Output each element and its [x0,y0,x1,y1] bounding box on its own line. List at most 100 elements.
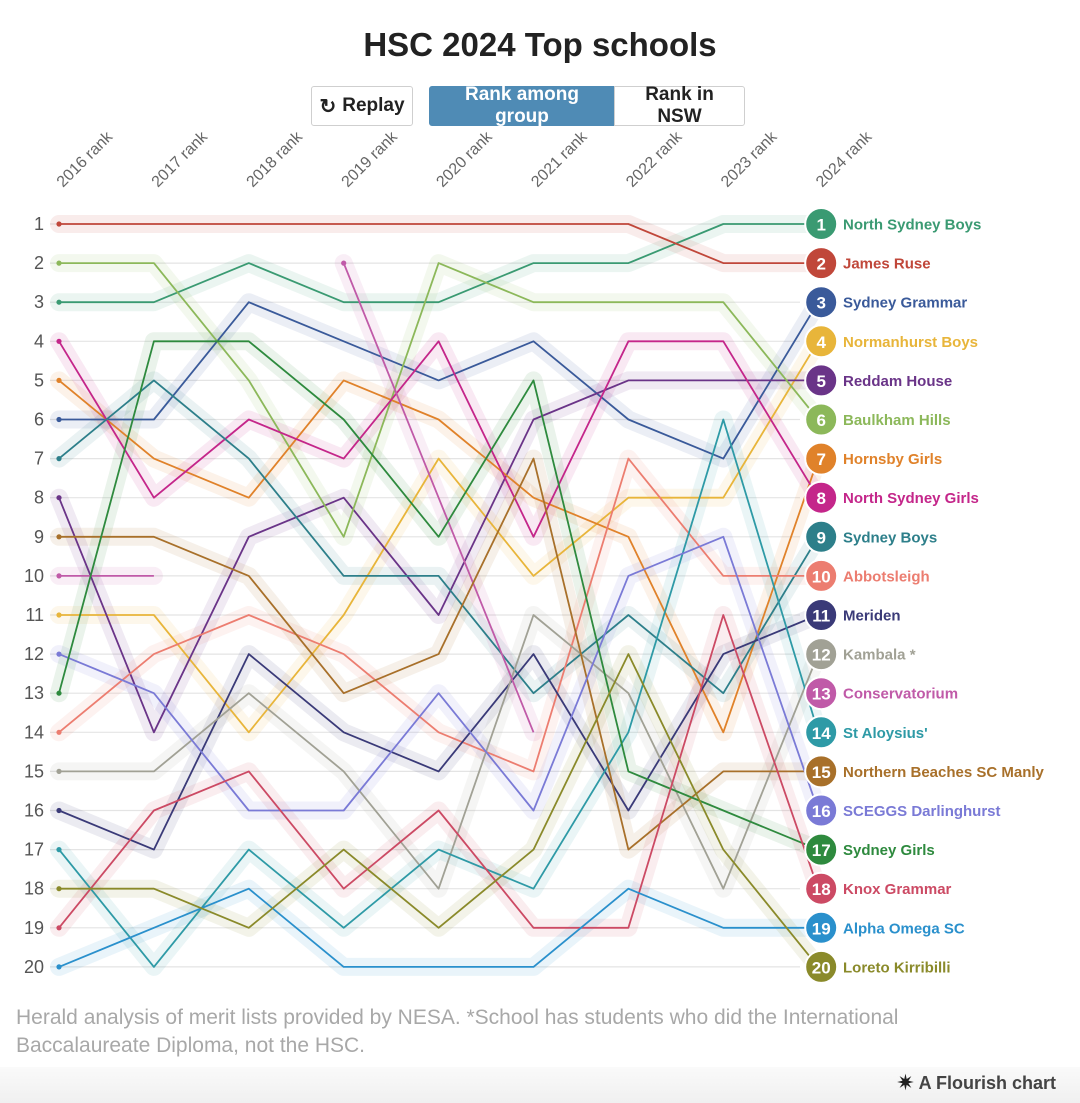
rank-badge [804,207,839,241]
rank-badge-number: 7 [816,450,825,469]
flourish-credit[interactable]: ✷ A Flourish chart [896,1070,1056,1096]
series-start-dot [56,612,62,618]
series-start-dot [56,886,62,892]
series-start-dot [56,377,62,383]
x-axis-labels: 2016 rank 2017 rank 2018 rank 2019 rank 2020… [54,130,876,191]
series-label: Alpha Omega SC [843,920,965,937]
y-tick-label: 18 [24,879,44,899]
rank-badge [804,363,839,398]
series-line [58,887,819,968]
rank-badge-number: 2 [816,255,825,274]
rank-badge-number: 1 [816,216,825,235]
rank-badge-number: 9 [816,528,825,547]
series-label: Meriden [843,608,901,625]
series-start-dot [56,221,62,227]
series-line [58,614,820,929]
x-tick-label: 2024 rank [813,130,876,191]
series-label: Northern Beaches SC Manly [843,764,1045,781]
tab-rank-in-nsw[interactable]: Rank in NSW [614,84,745,127]
rank-badge-number: 14 [812,724,831,743]
rank-badge [804,519,839,554]
rank-badge-number: 8 [816,489,825,508]
rank-badge-number: 11 [812,607,830,626]
series-label: Abbotsleigh [843,568,930,585]
rank-badge [804,754,839,789]
rank-badge [804,676,839,711]
y-tick-label: 1 [34,214,44,234]
rank-badge [804,832,839,867]
rank-badge-number: 16 [812,802,831,821]
rank-badge-number: 18 [812,880,831,899]
series-start-dot [341,260,347,266]
rank-badge-number: 6 [816,411,825,430]
series-label: Kambala * [843,647,916,664]
series-line [58,457,819,773]
y-tick-label: 12 [24,644,44,664]
y-tick-label: 19 [24,918,44,938]
series-start-dot [56,573,62,579]
series-line [58,379,819,695]
chart-controls: ↻ Replay Rank among group Rank in NSW [0,84,1080,130]
series-line [58,614,819,851]
rank-badge [804,324,839,359]
rank-badge-number: 12 [812,646,831,665]
rank-badge-number: 17 [812,841,831,860]
series-label: Conservatorium [843,686,958,703]
series-legend: 1 North Sydney Boys 2 James Ruse 3 Sydney Gra… [804,207,1045,984]
rank-badge-number: 4 [816,333,826,352]
rank-badge-number: 10 [812,567,831,586]
y-tick-label: 9 [34,527,44,547]
rank-badge [804,910,839,945]
footer: ✷ A Flourish chart [0,1067,1080,1103]
series-start-dot [56,964,62,970]
series-start-dot [56,456,62,462]
series-line [59,653,819,968]
series-label: North Sydney Boys [843,217,981,234]
y-tick-label: 13 [24,683,44,703]
credit-label: A Flourish chart [918,1072,1056,1093]
series-line [59,301,819,460]
rank-badge [804,558,839,593]
flourish-star-icon: ✷ [896,1070,915,1095]
series-start-dot [56,925,62,931]
series-line [59,340,819,734]
series-label: James Ruse [843,256,931,273]
chart-title: HSC 2024 Top schools [363,26,717,63]
series-label: North Sydney Girls [843,490,979,507]
replay-button[interactable]: ↻ Replay [311,86,413,126]
x-tick-label: 2021 rank [528,130,591,191]
series-line [58,535,820,812]
series-line [58,340,819,851]
x-tick-label: 2020 rank [433,130,496,191]
x-tick-label: 2018 rank [244,130,307,191]
series-start-dot [56,651,62,657]
tab-rank-among-group[interactable]: Rank among group [429,84,615,127]
y-tick-label: 4 [34,331,44,351]
series-label: Normanhurst Boys [843,334,978,351]
series-halos [50,215,828,976]
y-tick-label: 6 [34,410,44,430]
series-start-dot [56,299,62,305]
rank-badge [804,480,839,515]
y-tick-label: 16 [24,801,44,821]
series-start-dot [56,729,62,735]
series-label: Knox Grammar [843,881,952,898]
y-tick-label: 8 [34,488,44,508]
y-tick-label: 17 [24,840,44,860]
series-lines [56,221,820,970]
series-label: Baulkham Hills [843,412,951,429]
replay-icon: ↻ [319,95,337,118]
rank-badge-number: 15 [812,763,831,782]
series-label: Sydney Boys [843,529,937,546]
rank-badge-number: 19 [812,919,831,938]
rank-badge [804,715,839,750]
y-tick-label: 2 [34,253,44,273]
rank-badge-number: 13 [812,685,831,704]
x-tick-label: 2023 rank [718,130,781,191]
series-start-dot [56,338,62,344]
y-tick-label: 14 [24,722,44,742]
rank-badge [804,285,839,320]
series-label: Sydney Grammar [843,295,967,312]
series-label: Hornsby Girls [843,451,942,468]
